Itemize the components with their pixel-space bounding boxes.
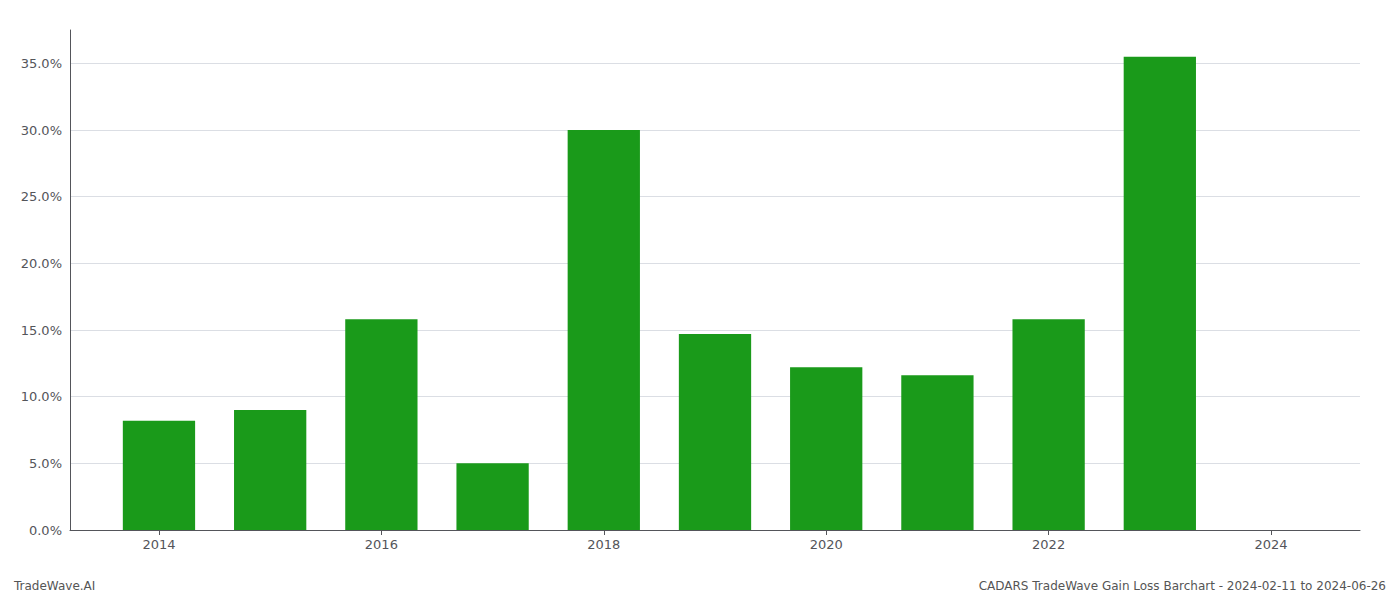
- svg-text:15.0%: 15.0%: [21, 323, 62, 338]
- svg-text:35.0%: 35.0%: [21, 56, 62, 71]
- svg-text:2022: 2022: [1032, 537, 1065, 552]
- svg-text:CADARS TradeWave Gain Loss Bar: CADARS TradeWave Gain Loss Barchart - 20…: [979, 579, 1386, 593]
- svg-text:25.0%: 25.0%: [21, 189, 62, 204]
- svg-text:5.0%: 5.0%: [29, 456, 62, 471]
- svg-text:30.0%: 30.0%: [21, 123, 62, 138]
- svg-text:2024: 2024: [1254, 537, 1287, 552]
- svg-text:TradeWave.AI: TradeWave.AI: [13, 579, 95, 593]
- svg-text:2018: 2018: [587, 537, 620, 552]
- svg-text:2014: 2014: [142, 537, 175, 552]
- svg-text:2016: 2016: [365, 537, 398, 552]
- svg-text:0.0%: 0.0%: [29, 523, 62, 538]
- svg-text:20.0%: 20.0%: [21, 256, 62, 271]
- svg-text:10.0%: 10.0%: [21, 389, 62, 404]
- svg-text:2020: 2020: [810, 537, 843, 552]
